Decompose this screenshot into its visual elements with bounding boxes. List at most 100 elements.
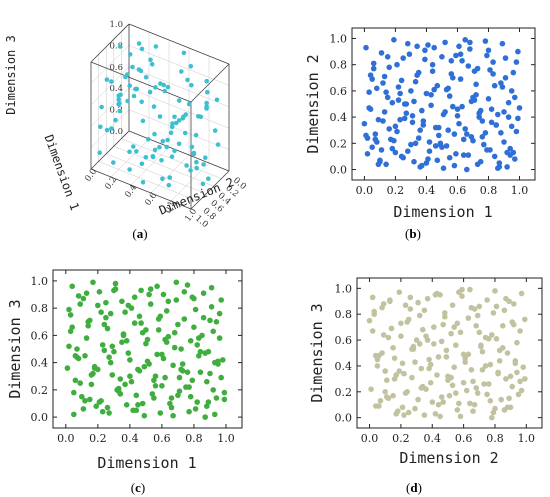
data-point — [147, 89, 153, 95]
data-point — [127, 52, 133, 57]
grid-line — [90, 45, 130, 84]
data-point — [397, 116, 403, 123]
data-point — [188, 64, 194, 69]
data-point — [141, 363, 148, 370]
data-point — [380, 332, 387, 338]
data-point — [403, 101, 410, 107]
data-point — [513, 59, 520, 65]
data-point — [516, 105, 523, 111]
data-point — [369, 76, 376, 82]
data-point — [446, 93, 453, 99]
data-point — [107, 359, 114, 366]
data-point — [412, 359, 418, 365]
data-point — [384, 54, 391, 60]
data-point — [401, 412, 407, 418]
data-point — [435, 401, 442, 408]
data-point — [485, 96, 492, 102]
data-point — [216, 335, 223, 341]
data-point — [153, 85, 158, 90]
data-point — [122, 309, 128, 316]
data-point — [481, 381, 487, 387]
data-point — [159, 383, 165, 389]
data-point — [120, 332, 127, 339]
data-point — [487, 67, 493, 73]
data-point — [200, 181, 206, 187]
data-point — [420, 118, 427, 124]
data-point — [83, 335, 90, 341]
data-point — [450, 103, 456, 110]
data-point — [506, 395, 512, 402]
data-point — [495, 370, 501, 377]
data-point — [116, 93, 121, 98]
y-tick-label: 1.0 — [330, 32, 348, 45]
data-point — [488, 119, 495, 126]
data-point — [414, 43, 420, 50]
data-point — [442, 310, 448, 316]
data-point — [507, 373, 514, 380]
z-tick-label: 0.4 — [109, 84, 123, 94]
data-point — [385, 334, 392, 341]
data-point — [409, 113, 416, 119]
data-point — [152, 131, 157, 137]
data-point — [425, 156, 431, 162]
caption-d: (d) — [406, 480, 422, 495]
data-point — [133, 392, 140, 399]
data-point — [384, 394, 390, 400]
data-point — [451, 162, 458, 169]
data-point — [512, 94, 518, 101]
data-point — [69, 283, 75, 290]
data-point — [420, 122, 427, 128]
x-tick-label: 0.2 — [89, 432, 107, 445]
data-point — [401, 115, 408, 122]
data-point — [509, 383, 515, 390]
data-point — [212, 128, 218, 133]
data-point — [426, 148, 433, 154]
data-point — [408, 88, 414, 94]
x-tick-label: 0.4 — [418, 184, 436, 197]
data-point — [468, 134, 475, 140]
data-point — [380, 80, 386, 86]
data-point — [434, 372, 440, 378]
data-point — [166, 182, 172, 188]
data-point — [173, 120, 179, 126]
data-point — [194, 342, 200, 348]
data-point — [505, 99, 512, 106]
data-point — [470, 94, 476, 101]
data-point — [498, 396, 505, 403]
y-tick-label: 0.0 — [335, 412, 353, 425]
data-point — [503, 376, 509, 382]
data-point — [518, 387, 525, 394]
data-point — [502, 75, 509, 81]
grid-line — [110, 138, 150, 178]
data-point — [491, 82, 498, 89]
data-point — [194, 159, 199, 165]
data-point — [197, 348, 204, 355]
data-point — [470, 378, 476, 385]
data-point — [383, 161, 389, 168]
data-point — [391, 355, 398, 362]
data-point — [381, 109, 388, 115]
data-point — [180, 115, 186, 121]
data-point — [476, 114, 483, 120]
data-point — [505, 114, 512, 120]
y-tick-label: 0.2 — [330, 137, 348, 150]
data-point — [104, 325, 111, 332]
data-point — [187, 338, 194, 344]
panel-a-3d-scatter: 0.00.00.00.20.20.20.40.40.40.60.60.60.80… — [4, 20, 248, 230]
data-point — [164, 144, 170, 150]
data-point — [67, 312, 74, 318]
data-point — [392, 149, 399, 156]
grid-line — [128, 66, 230, 108]
data-point — [399, 360, 406, 367]
data-point — [88, 381, 95, 388]
data-point — [220, 357, 226, 363]
data-point — [208, 304, 215, 310]
grid-line — [150, 154, 190, 194]
data-point — [473, 323, 480, 329]
data-point — [204, 378, 210, 385]
data-point — [107, 310, 114, 317]
z-tick-label: 1.0 — [109, 20, 123, 30]
data-point — [389, 145, 396, 152]
y-tick-label: 0.6 — [335, 334, 353, 347]
x-tick-label: 0.6 — [153, 432, 171, 445]
